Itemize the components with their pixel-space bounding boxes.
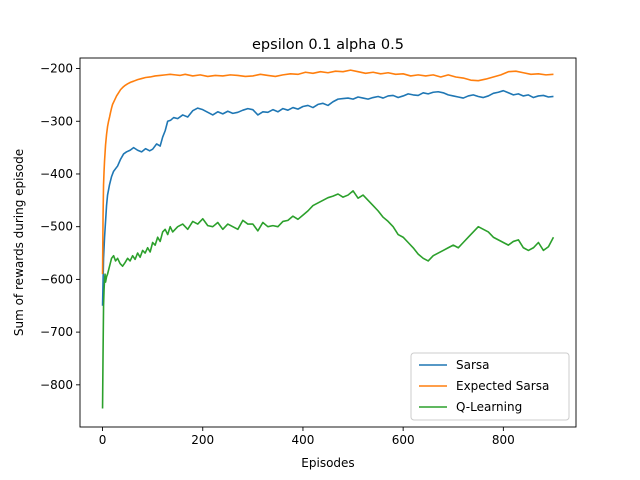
x-axis-label: Episodes: [301, 456, 354, 470]
x-tick-label: 600: [392, 433, 415, 447]
y-tick-label: −700: [40, 325, 73, 339]
y-tick-label: −800: [40, 378, 73, 392]
y-tick-label: −400: [40, 167, 73, 181]
plot-area: 0 200 400 600 800 −800 −700 −600 −500 −400 −300 −20…: [40, 57, 577, 447]
series-line-sarsa: [101, 89, 554, 306]
y-axis-label: Sum of rewards during episode: [12, 149, 26, 336]
x-tick-label: 800: [492, 433, 515, 447]
legend: Sarsa Expected Sarsa Q-Learning: [410, 352, 570, 421]
y-tick-label: −300: [40, 114, 73, 128]
y-tick-label: −500: [40, 220, 73, 234]
series-line-q-learning: [101, 190, 555, 409]
legend-label: Sarsa: [456, 358, 490, 372]
legend-label: Expected Sarsa: [456, 379, 549, 393]
y-tick-label: −200: [40, 62, 73, 76]
x-tick-label: 400: [291, 433, 314, 447]
axes-frame: [79, 57, 577, 428]
y-tick-label: −600: [40, 272, 73, 286]
legend-label: Q-Learning: [456, 400, 522, 414]
x-tick-label: 200: [191, 433, 214, 447]
x-tick-label: 0: [99, 433, 107, 447]
legend-box: [410, 352, 570, 421]
chart-title: epsilon 0.1 alpha 0.5: [252, 37, 404, 53]
series-line-expected-sarsa: [101, 69, 554, 275]
